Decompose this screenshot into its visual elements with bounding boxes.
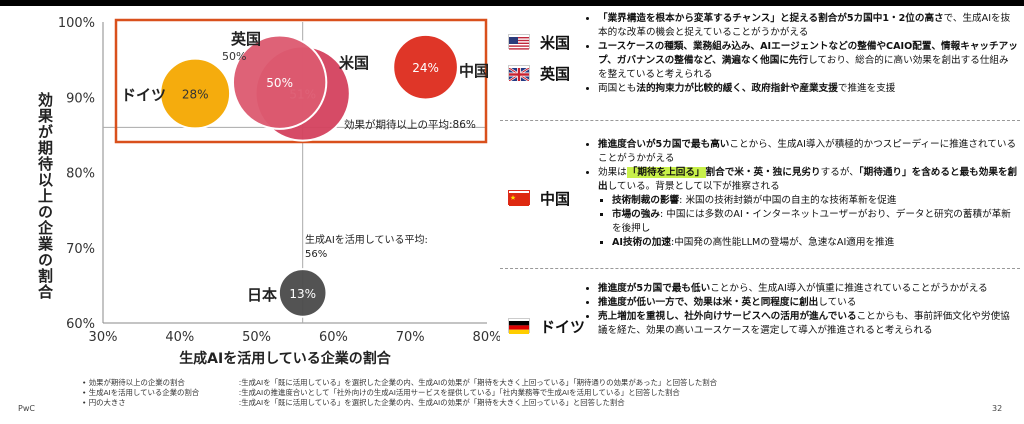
x-tick-label: 60% (319, 330, 348, 345)
germany-country-label: ドイツ (540, 318, 586, 336)
germany-flag-icon (508, 318, 530, 334)
x-tick-label: 70% (396, 330, 425, 345)
us-country-label: 米国 (540, 34, 571, 52)
us-flag-icon (508, 34, 530, 50)
germany-bullets: 推進度が5カ国で最も低いことから、生成AI導入が慎重に推進されていることがうかが… (584, 282, 1018, 338)
bubble-value-label: 50% (266, 76, 293, 90)
country-label: ドイツ (121, 86, 166, 104)
footnotes: • 効果が期待以上の企業の割合:生成AIを「既に活用している」を選択した企業の内… (82, 378, 717, 408)
bubble (159, 57, 232, 130)
usuk-bullets: 「業界構造を根本から変革するチャンス」と捉える割合が5カ国中1・2位の高さで、生… (584, 12, 1018, 96)
china-sub-2: 市場の強み: 中国には多数のAI・インターネットユーザーがおり、データと研究の蓄… (612, 208, 1018, 236)
china-flag-icon (508, 190, 530, 206)
bubble-value-label: 28% (182, 87, 209, 101)
x-tick-label: 50% (242, 330, 271, 345)
bubble (392, 33, 459, 101)
germany-bullet-1: 推進度が5カ国で最も低いことから、生成AI導入が慎重に推進されていることがうかが… (598, 282, 1018, 296)
bubble (231, 34, 328, 130)
brand-label: PwC (18, 404, 35, 413)
y-tick-label: 100% (58, 16, 95, 31)
china-bullets: 推進度合いが5カ国で最も高いことから、生成AI導入が積極的かつスピーディーに推進… (584, 138, 1018, 250)
footnote-1: • 効果が期待以上の企業の割合:生成AIを「既に活用している」を選択した企業の内… (82, 378, 718, 387)
china-sub-1: 技術制裁の影響: 米国の技術封鎖が中国の自主的な技術革新を促進 (612, 194, 1018, 208)
uk-flag-icon (508, 65, 530, 83)
usuk-bullet-1: 「業界構造を根本から変革するチャンス」と捉える割合が5カ国中1・2位の高さで、生… (598, 12, 1018, 40)
china-bullet-2: 効果は「期待を上回る」割合で米・英・独に見劣りするが、「期待通り」を含めると最も… (598, 166, 1018, 250)
china-country-label: 中国 (540, 190, 571, 208)
bubble-value-label: 13% (289, 287, 316, 301)
country-label: 日本 (247, 286, 277, 304)
y-tick-label: 90% (66, 91, 95, 106)
germany-bullet-2: 推進度が低い一方で、効果は米・英と同程度に創出している (598, 296, 1018, 310)
y-tick-label: 70% (66, 242, 95, 257)
country-label: 中国 (459, 62, 489, 80)
x-tick-label: 30% (89, 330, 118, 345)
divider-2 (500, 268, 1020, 269)
top-bar (0, 0, 1024, 6)
y-average-label: 効果が期待以上の平均:86% (344, 118, 476, 131)
x-tick-label: 80% (473, 330, 500, 345)
china-sub-3: AI技術の加速:中国発の高性能LLMの登場が、急速なAI適用を推進 (612, 236, 1018, 250)
footnote-3: • 円の大きさ:生成AIを「既に活用している」を選択した企業の内、生成AIの効果… (82, 398, 625, 407)
bubble-value-label: 24% (412, 61, 439, 75)
divider-1 (500, 120, 1020, 121)
commentary-panel: 米国 英国 「業界構造を根本から変革するチャンス」と捉える割合が5カ国中1・2位… (500, 6, 1020, 376)
footnote-2: • 生成AIを活用している企業の割合:生成AIの推進度合いとして「社外向けの生成… (82, 388, 680, 397)
country-label: 英国 (231, 30, 261, 48)
country-label: 米国 (339, 54, 369, 72)
highlight-box (114, 18, 488, 144)
usuk-bullet-2: ユースケースの種類、業務組み込み、AIエージェントなどの整備やCAIO配置、情報… (598, 40, 1018, 82)
x-axis-label: 生成AIを活用している企業の割合 (179, 350, 392, 367)
y-axis-label: 効果が期待以上の企業の割合 (36, 92, 54, 300)
uk-country-label: 英国 (540, 65, 571, 83)
x-average-value: 56% (305, 249, 327, 260)
x-tick-label: 40% (165, 330, 194, 345)
china-bullet-1: 推進度合いが5カ国で最も高いことから、生成AI導入が積極的かつスピーディーに推進… (598, 138, 1018, 166)
y-tick-label: 80% (66, 167, 95, 182)
bubble (277, 268, 328, 318)
usuk-bullet-3: 両国とも法的拘束力が比較的緩く、政府指針や産業支援で推進を支援 (598, 82, 1018, 96)
germany-bullet-3: 売上増加を重視し、社外向けサービスへの活用が進んでいることからも、事前評価文化や… (598, 310, 1018, 338)
bubble-chart: 30% 40% 50% 60% 70% 80% 60% 70% 80% 90% 100% 生成AIを活… (58, 16, 500, 367)
page-number: 32 (992, 404, 1003, 413)
x-average-label: 生成AIを活用している平均: (305, 233, 428, 246)
uk-share-label: 50% (222, 50, 246, 63)
y-tick-label: 60% (66, 317, 95, 332)
